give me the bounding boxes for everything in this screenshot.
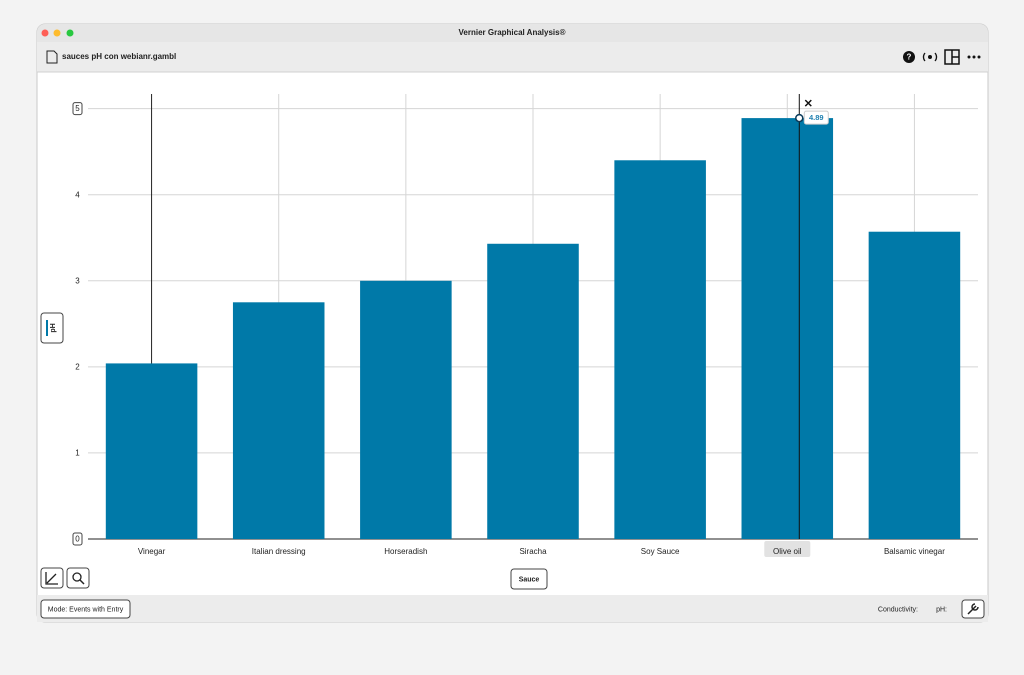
zoom-icon [72,572,82,582]
bar [232,302,325,539]
x-tick-label: Olive oil [773,547,802,556]
x-tick-label: Soy Sauce [641,547,680,556]
x-tick-label: Balsamic vinegar [884,547,945,556]
more-button[interactable] [967,55,981,59]
y-tick-label: 0 [75,535,80,544]
bar [487,243,579,540]
chart: 0 1 2 3 4 5 pH Sauce Vinegar Italian dressing Hors… [40,94,978,590]
y-tick-label: 2 [75,362,80,371]
sensor-label: Conductivity: [878,606,918,613]
minimize-button[interactable] [53,29,61,37]
axis-limit-box [72,532,83,546]
cursor-point [795,113,804,123]
bar [360,280,452,539]
value-tooltip [803,110,829,125]
sensor-label: pH: [936,606,947,613]
y-tick-label: 1 [75,449,80,458]
toolbar [37,42,988,72]
x-tick-label: Italian dressing [252,547,306,556]
x-axis-label: Sauce [519,576,540,583]
axis-limit-box [72,102,83,116]
x-tick-label: Vinegar [138,547,166,556]
sensor-button[interactable] [928,55,932,59]
zoom-icon-handle [79,579,85,585]
file-icon [46,50,58,64]
cursor-close[interactable] [804,99,812,107]
x-tick-label: Siracha [519,547,547,556]
y-tick-label: 4 [75,190,80,199]
zoom-button[interactable] [66,567,90,589]
bar [868,231,961,540]
value-label: 4.89 [809,113,824,122]
close-button[interactable] [41,29,49,37]
title-bar [37,24,988,42]
layout-icon [951,50,959,64]
x-label-button [510,568,548,590]
zoom-button[interactable] [66,29,74,37]
y-tick-label: 5 [75,104,80,113]
bar [105,363,198,539]
autoscale-icon [45,572,58,585]
help-button[interactable] [903,51,915,63]
bar [741,118,834,539]
bar [614,160,706,539]
y-axis-label: pH [50,323,57,332]
help-icon: ? [907,53,912,62]
mode-label: Mode: Events with Entry [48,606,124,613]
window-title: Vernier Graphical Analysis® [459,28,566,37]
footer-bar [37,595,988,622]
mode-button[interactable] [40,599,131,619]
y-tick-label: 3 [75,276,80,285]
x-tick-label: Horseradish [384,547,427,556]
file-name[interactable]: sauces pH con webianr.gambl [62,52,176,61]
settings-icon [967,603,979,615]
selected-category-box [764,541,811,557]
sensor-icon [922,52,938,62]
